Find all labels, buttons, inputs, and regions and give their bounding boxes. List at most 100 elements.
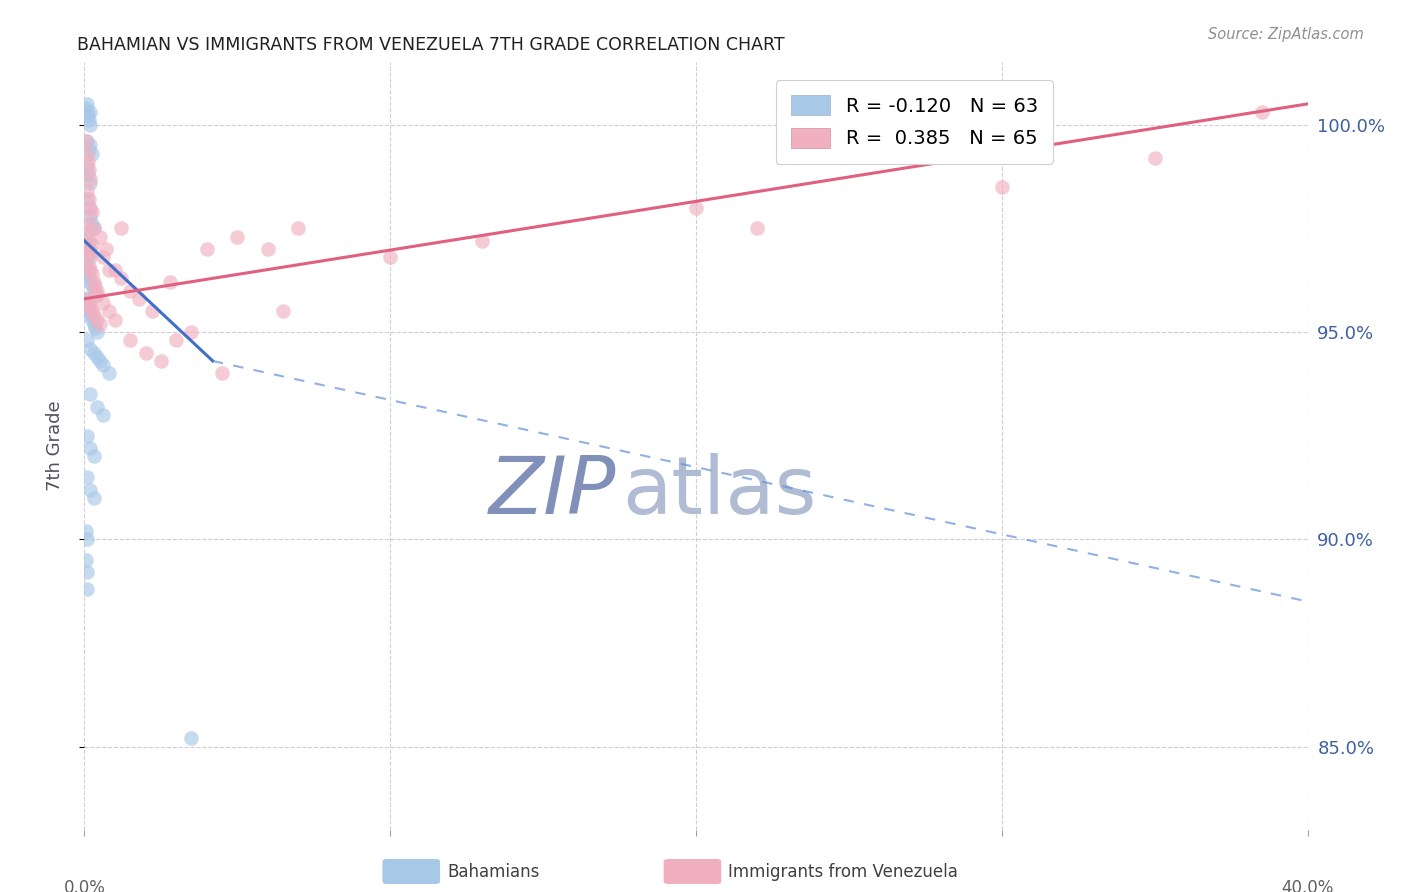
Point (75, 553, 97, 567)
Point (76, 582, 98, 596)
Point (77, 163, 100, 178)
Point (79, 483, 101, 497)
Point (76, 250, 98, 264)
Point (75, 292, 97, 306)
Point (380, 250, 402, 264)
Point (76, 146, 98, 161)
Point (97, 262, 120, 277)
Point (75, 229, 97, 244)
Point (80, 146, 103, 161)
Point (76, 159, 98, 173)
Legend: R = -0.120   N = 63, R =  0.385   N = 65: R = -0.120 N = 63, R = 0.385 N = 65 (776, 79, 1053, 163)
Point (79, 250, 101, 264)
Point (180, 325, 202, 339)
Point (80, 267, 103, 281)
Point (76, 333, 98, 347)
Point (79, 246, 101, 260)
Point (89, 229, 111, 244)
Point (86, 312, 108, 326)
Point (86, 325, 108, 339)
Point (76, 105, 98, 120)
Point (685, 201, 707, 215)
Point (76, 96, 98, 111)
Point (75, 259, 97, 273)
Point (76, 292, 98, 306)
Point (77, 234, 100, 248)
Point (1143, 151, 1166, 165)
Point (226, 229, 249, 244)
Point (195, 242, 218, 256)
Point (77, 304, 100, 318)
Point (79, 176, 101, 190)
Point (79, 441, 101, 455)
Point (79, 209, 101, 223)
Point (83, 309, 105, 323)
Point (86, 284, 108, 298)
Point (77, 168, 100, 182)
Point (128, 292, 150, 306)
Point (91, 358, 114, 372)
Point (141, 304, 163, 318)
Point (149, 354, 172, 368)
Point (79, 171, 101, 186)
Text: atlas: atlas (623, 453, 817, 531)
Point (120, 333, 142, 347)
Point (97, 367, 120, 381)
Point (120, 284, 142, 298)
Point (80, 304, 103, 318)
Point (76, 134, 98, 148)
Point (104, 262, 127, 277)
Point (471, 234, 494, 248)
Point (91, 250, 114, 264)
Point (89, 354, 111, 368)
Point (180, 731, 202, 746)
Point (110, 271, 132, 285)
Text: Bahamians: Bahamians (447, 863, 540, 881)
Point (79, 262, 101, 277)
Point (77, 226, 100, 240)
Point (83, 221, 105, 235)
Point (287, 221, 309, 235)
Text: ZIP: ZIP (489, 453, 616, 531)
Point (135, 345, 157, 359)
Text: Source: ZipAtlas.com: Source: ZipAtlas.com (1208, 27, 1364, 42)
Point (83, 275, 105, 289)
Point (77, 296, 100, 310)
Text: Immigrants from Venezuela: Immigrants from Venezuela (728, 863, 957, 881)
Point (83, 491, 105, 505)
Point (80, 204, 103, 219)
Point (747, 221, 769, 235)
Point (77, 113, 100, 128)
Text: 0.0%: 0.0% (63, 880, 105, 892)
Point (79, 309, 101, 323)
Point (80, 312, 103, 326)
Point (76, 238, 98, 252)
Point (79, 105, 101, 120)
Text: BAHAMIAN VS IMMIGRANTS FROM VENEZUELA 7TH GRADE CORRELATION CHART: BAHAMIAN VS IMMIGRANTS FROM VENEZUELA 7T… (77, 36, 785, 54)
Point (104, 312, 127, 326)
Point (211, 367, 233, 381)
Point (94, 242, 117, 256)
Point (79, 387, 101, 401)
Point (86, 350, 108, 364)
Point (76, 262, 98, 277)
Point (80, 238, 103, 252)
Point (76, 470, 98, 484)
Point (76, 566, 98, 580)
Point (83, 450, 105, 464)
Point (77, 201, 100, 215)
Point (76, 217, 98, 231)
Point (83, 317, 105, 331)
Point (110, 221, 132, 235)
Y-axis label: 7th Grade: 7th Grade (45, 401, 63, 491)
Point (76, 300, 98, 314)
Point (991, 179, 1014, 194)
Point (77, 259, 100, 273)
Point (84, 321, 107, 335)
Point (86, 287, 108, 301)
Point (76, 192, 98, 206)
Point (80, 279, 103, 293)
Point (76, 296, 98, 310)
Point (79, 118, 101, 132)
Point (77, 271, 100, 285)
